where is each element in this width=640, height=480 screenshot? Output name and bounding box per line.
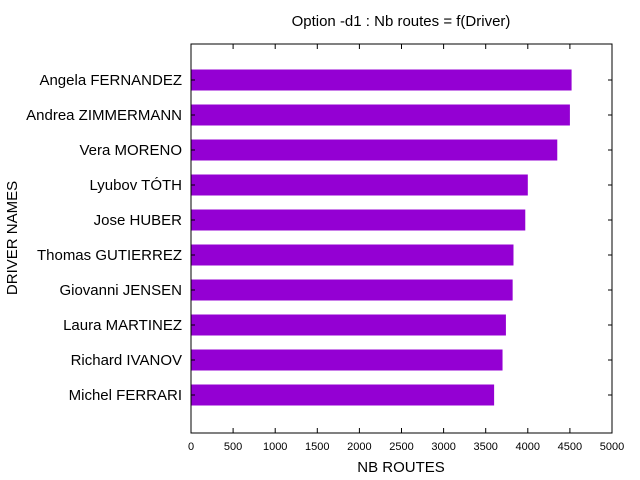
x-tick-label: 2000 <box>347 441 371 453</box>
bars-layer <box>191 69 572 406</box>
x-tick-label: 500 <box>224 441 242 453</box>
y-tick-label: Angela FERNANDEZ <box>39 72 182 89</box>
bar <box>191 69 572 91</box>
bar <box>191 314 506 336</box>
x-tick-label: 4500 <box>558 441 582 453</box>
y-tick-label: Giovanni JENSEN <box>59 282 182 299</box>
x-tick-label: 4000 <box>516 441 540 453</box>
bar <box>191 104 570 126</box>
y-tick-label: Michel FERRARI <box>69 387 182 404</box>
y-tick-label: Vera MORENO <box>79 142 182 159</box>
x-tick-label: 2500 <box>389 441 413 453</box>
bar <box>191 209 526 231</box>
chart-title: Option -d1 : Nb routes = f(Driver) <box>292 13 511 30</box>
y-tick-label: Richard IVANOV <box>71 352 182 369</box>
bar <box>191 279 513 301</box>
x-axis-ticks: 0 500 1000 1500 2000 2500 3000 3500 4000 4500 5000 <box>188 44 624 453</box>
y-tick-label: Laura MARTINEZ <box>63 317 182 334</box>
y-tick-label: Andrea ZIMMERMANN <box>26 107 182 124</box>
x-tick-label: 1500 <box>305 441 329 453</box>
x-tick-label: 3500 <box>473 441 497 453</box>
y-tick-label: Jose HUBER <box>94 212 183 229</box>
y-tick-label: Thomas GUTIERREZ <box>37 247 182 264</box>
y-tick-label: Lyubov TÓTH <box>89 177 182 194</box>
plot-frame <box>190 43 613 434</box>
x-tick-label: 5000 <box>600 441 624 453</box>
x-tick-label: 3000 <box>431 441 455 453</box>
bar <box>191 349 503 371</box>
x-axis-label: NB ROUTES <box>357 459 445 476</box>
bar <box>191 139 558 161</box>
bar <box>191 384 495 406</box>
y-category-labels: Angela FERNANDEZ Andrea ZIMMERMANN Vera MO… <box>26 72 182 404</box>
x-tick-label: 0 <box>188 441 194 453</box>
bar <box>191 174 528 196</box>
y-axis-label: DRIVER NAMES <box>4 181 21 295</box>
x-tick-label: 1000 <box>263 441 287 453</box>
bar <box>191 244 514 266</box>
